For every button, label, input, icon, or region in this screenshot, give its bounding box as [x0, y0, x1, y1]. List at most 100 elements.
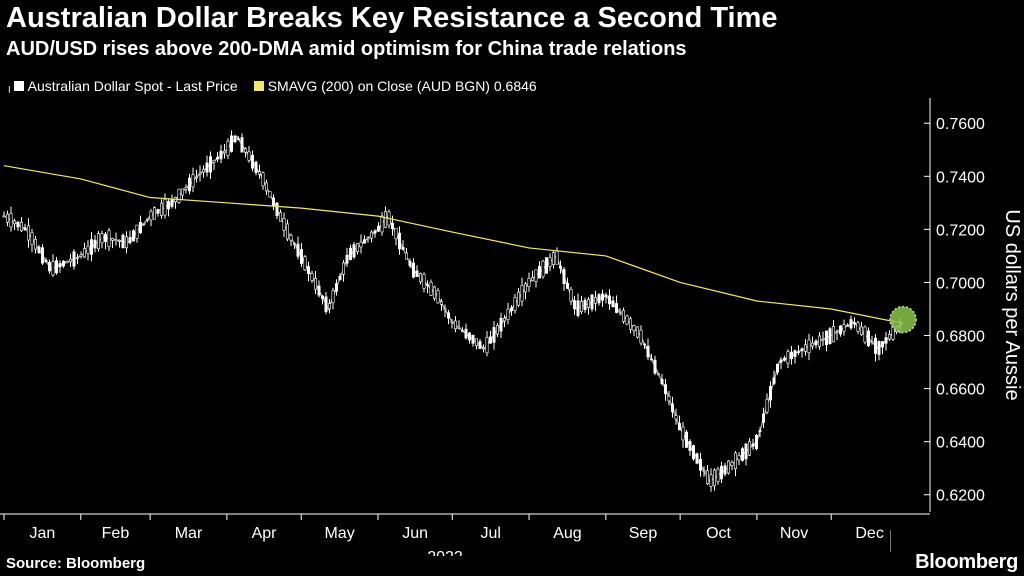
- candle-body: [362, 239, 366, 244]
- candle-body: [121, 234, 125, 249]
- candle-body: [153, 207, 157, 220]
- candle-body: [621, 310, 625, 322]
- candle-body: [251, 154, 255, 169]
- candle-body: [170, 199, 174, 207]
- candle-body: [719, 465, 723, 480]
- x-tick-label: Jan: [29, 525, 55, 542]
- candle-body: [51, 261, 55, 276]
- candle-body: [156, 209, 160, 214]
- candle-body: [118, 240, 122, 242]
- candle-body: [768, 386, 772, 401]
- x-tick-label: Jun: [402, 525, 428, 542]
- candle-body: [835, 331, 839, 333]
- candle-body: [684, 431, 688, 448]
- candle-body: [460, 330, 464, 332]
- x-tick-label: Mar: [175, 525, 203, 542]
- candle-body: [642, 343, 646, 346]
- x-tick-label: Dec: [855, 525, 883, 542]
- x-tick-label: Feb: [102, 525, 130, 542]
- candle-body: [394, 227, 398, 240]
- candle-body: [13, 220, 17, 225]
- candle-body: [558, 265, 562, 269]
- candle-body: [691, 445, 695, 460]
- candle-body: [880, 341, 884, 348]
- candle-body: [485, 337, 489, 354]
- candle-body: [163, 199, 167, 216]
- candle-body: [635, 326, 639, 338]
- candle-body: [355, 243, 359, 253]
- candle-body: [586, 299, 590, 308]
- candle-body: [90, 239, 94, 255]
- candle-body: [177, 188, 181, 203]
- candle-body: [425, 284, 429, 286]
- candle-body: [271, 197, 275, 206]
- candle-body: [285, 223, 289, 240]
- candle-body: [541, 260, 545, 277]
- candle-body: [705, 470, 709, 484]
- candle-body: [772, 377, 776, 384]
- candle-body: [299, 249, 303, 264]
- candle-body: [618, 311, 622, 313]
- candle-body: [502, 317, 506, 322]
- candle-body: [569, 289, 573, 302]
- candle-body: [359, 241, 363, 248]
- candle-body: [611, 300, 615, 308]
- x-tick-label: May: [324, 525, 354, 542]
- candle-body: [562, 269, 566, 284]
- candle-body: [593, 297, 597, 304]
- candle-body: [320, 295, 324, 300]
- candle-body: [58, 263, 62, 268]
- candle-body: [474, 338, 478, 346]
- candle-body: [401, 247, 405, 250]
- candle-body: [681, 426, 685, 441]
- candle-body: [132, 230, 136, 242]
- candle-body: [712, 469, 716, 487]
- candle-body: [40, 247, 44, 264]
- legend-swatch-spot: [13, 81, 24, 91]
- candle-body: [6, 213, 10, 223]
- candle-body: [352, 244, 356, 258]
- candle-body: [443, 308, 447, 311]
- candle-body: [597, 294, 601, 304]
- candle-body: [226, 140, 230, 156]
- candle-body: [730, 461, 734, 466]
- candle-body: [37, 246, 41, 253]
- candle-body: [390, 222, 394, 229]
- candle-body: [803, 344, 807, 352]
- candle-body: [639, 329, 643, 344]
- candle-body: [261, 172, 265, 187]
- candle-body: [383, 211, 387, 228]
- candle-body: [439, 301, 443, 305]
- candle-body: [653, 359, 657, 374]
- x-tick-label: Sep: [629, 525, 658, 542]
- candle-body: [527, 278, 531, 287]
- candle-body: [551, 252, 555, 266]
- candle-body: [404, 252, 408, 260]
- candle-body: [450, 320, 454, 323]
- candle-body: [54, 260, 58, 274]
- candle-body: [779, 359, 783, 363]
- candle-body: [516, 291, 520, 306]
- candle-body: [237, 138, 241, 141]
- candle-body: [849, 319, 853, 329]
- candle-body: [793, 350, 797, 357]
- candle-body: [61, 260, 65, 267]
- candle-body: [877, 341, 881, 355]
- candle-body: [327, 303, 331, 310]
- candle-body: [845, 325, 849, 327]
- candle-body: [677, 423, 681, 431]
- candle-body: [111, 238, 115, 241]
- candle-body: [160, 202, 164, 216]
- candle-body: [128, 237, 132, 243]
- candle-body: [334, 283, 338, 292]
- candle-body: [188, 177, 192, 192]
- candle-body: [807, 339, 811, 354]
- candle-body: [373, 230, 377, 234]
- candle-body: [135, 224, 139, 239]
- candle-body: [782, 357, 786, 361]
- candle-body: [216, 156, 220, 160]
- candle-body: [481, 347, 485, 350]
- candle-body: [670, 403, 674, 413]
- x-tick-label: Jul: [480, 525, 500, 542]
- candle-body: [747, 441, 751, 456]
